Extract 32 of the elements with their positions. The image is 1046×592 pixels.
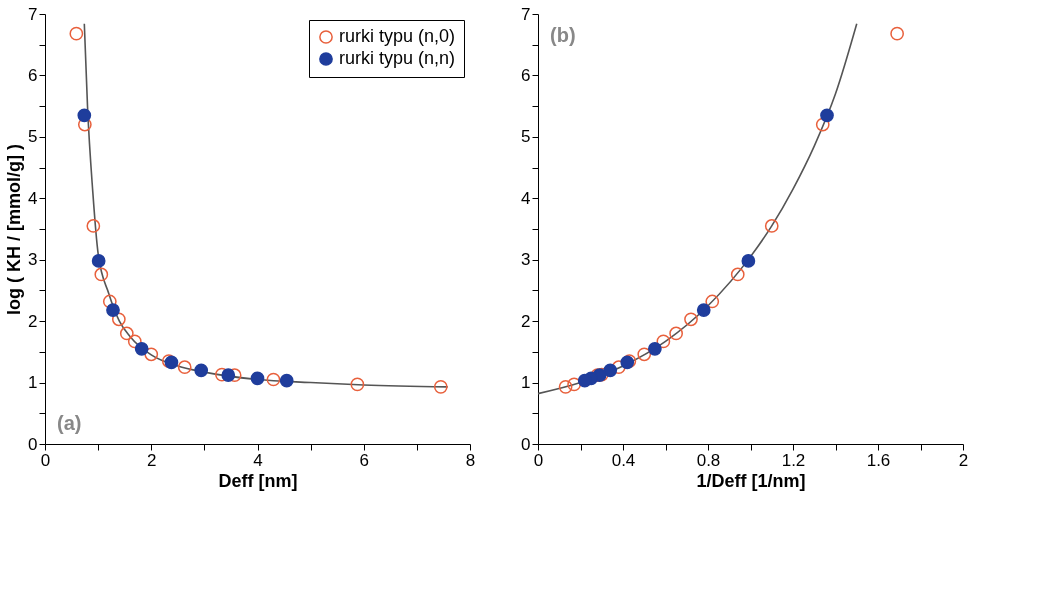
y-tick-label: 4	[28, 188, 38, 208]
annotation: (a)	[57, 412, 82, 434]
y-axis-title: log ( KH / [mmol/g] )	[4, 144, 25, 315]
y-tick-label: 5	[521, 127, 531, 147]
y-tick-label: 7	[521, 4, 531, 24]
y-tick-label: 6	[521, 65, 531, 85]
y-tick-label: 3	[28, 250, 38, 270]
x-tick-label: 8	[465, 450, 476, 470]
y-tick-label: 0	[28, 434, 38, 454]
x-tick-label: 0.8	[696, 450, 721, 470]
y-tick-label: 2	[521, 311, 531, 331]
legend-label: rurki typu (n,n)	[339, 48, 456, 68]
y-tick-label: 6	[28, 65, 38, 85]
y-tick-label: 5	[28, 127, 38, 147]
y-tick-label: 3	[521, 250, 531, 270]
x-tick-label: 4	[253, 450, 263, 470]
x-axis-title: 1/Deff [1/nm]	[696, 470, 806, 491]
x-tick-label: 1.6	[866, 450, 891, 470]
legend-label: rurki typu (n,0)	[339, 26, 456, 46]
y-tick-label: 1	[521, 373, 531, 393]
annotation: (b)	[550, 24, 576, 46]
y-tick-label: 1	[28, 373, 38, 393]
x-tick-label: 2	[147, 450, 157, 470]
x-tick-label: 0.4	[611, 450, 636, 470]
x-axis-title: Deff [nm]	[218, 470, 298, 491]
y-tick-label: 2	[28, 311, 38, 331]
y-tick-label: 0	[521, 434, 531, 454]
y-tick-label: 7	[28, 4, 38, 24]
x-tick-label: 6	[359, 450, 369, 470]
x-tick-label: 1.2	[781, 450, 806, 470]
x-tick-label: 2	[958, 450, 969, 470]
y-tick-label: 4	[521, 188, 531, 208]
